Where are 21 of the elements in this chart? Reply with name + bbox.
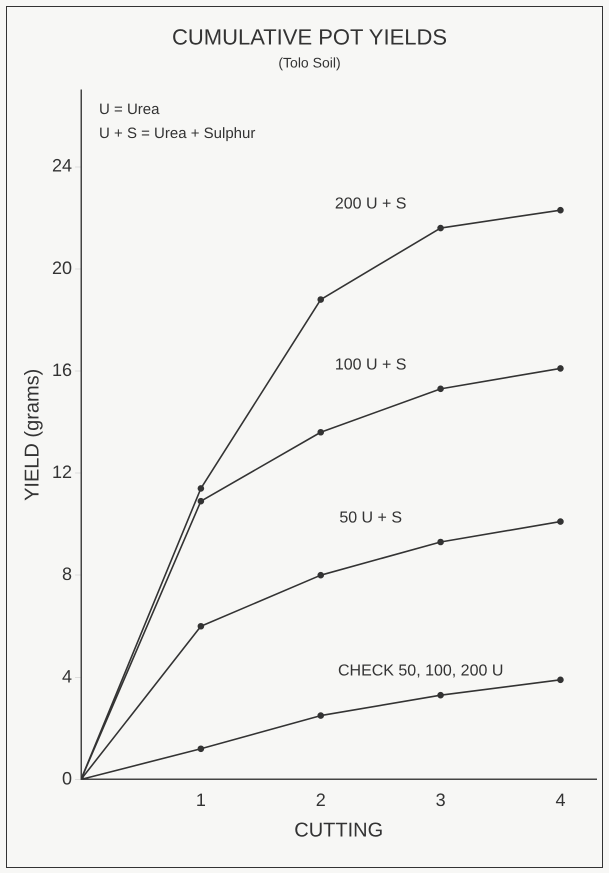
- y-tick-label: 24: [52, 156, 72, 176]
- x-tick-label: 2: [316, 790, 326, 810]
- chart-subtitle: (Tolo Soil): [278, 54, 341, 71]
- y-tick-label: 0: [62, 768, 72, 788]
- x-tick-label: 1: [196, 790, 206, 810]
- y-tick-label: 4: [62, 666, 72, 686]
- annotation: U + S = Urea + Sulphur: [99, 124, 256, 142]
- x-axis-title: CUTTING: [294, 820, 384, 842]
- series-label: 50 U + S: [339, 509, 402, 526]
- x-tick-label: 3: [436, 790, 446, 810]
- annotation: U = Urea: [99, 100, 160, 118]
- y-tick-label: 12: [52, 462, 72, 482]
- x-tick-label: 4: [555, 790, 566, 810]
- series-label: 200 U + S: [334, 195, 406, 212]
- chart-title: CUMULATIVE POT YIELDS: [172, 24, 448, 50]
- y-tick-label: 20: [52, 258, 72, 278]
- series-label: CHECK 50, 100, 200 U: [338, 662, 504, 680]
- y-axis-title: YIELD (grams): [22, 368, 44, 501]
- y-tick-label: 16: [52, 360, 72, 380]
- y-tick-label: 8: [62, 564, 72, 584]
- series-label: 100 U + S: [334, 356, 406, 374]
